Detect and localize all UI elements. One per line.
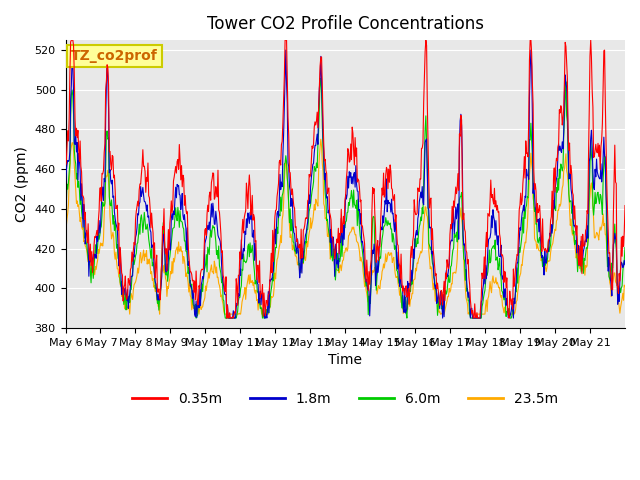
Title: Tower CO2 Profile Concentrations: Tower CO2 Profile Concentrations	[207, 15, 484, 33]
X-axis label: Time: Time	[328, 353, 362, 367]
Legend: 0.35m, 1.8m, 6.0m, 23.5m: 0.35m, 1.8m, 6.0m, 23.5m	[127, 387, 564, 412]
Text: TZ_co2prof: TZ_co2prof	[71, 49, 158, 63]
Y-axis label: CO2 (ppm): CO2 (ppm)	[15, 146, 29, 222]
